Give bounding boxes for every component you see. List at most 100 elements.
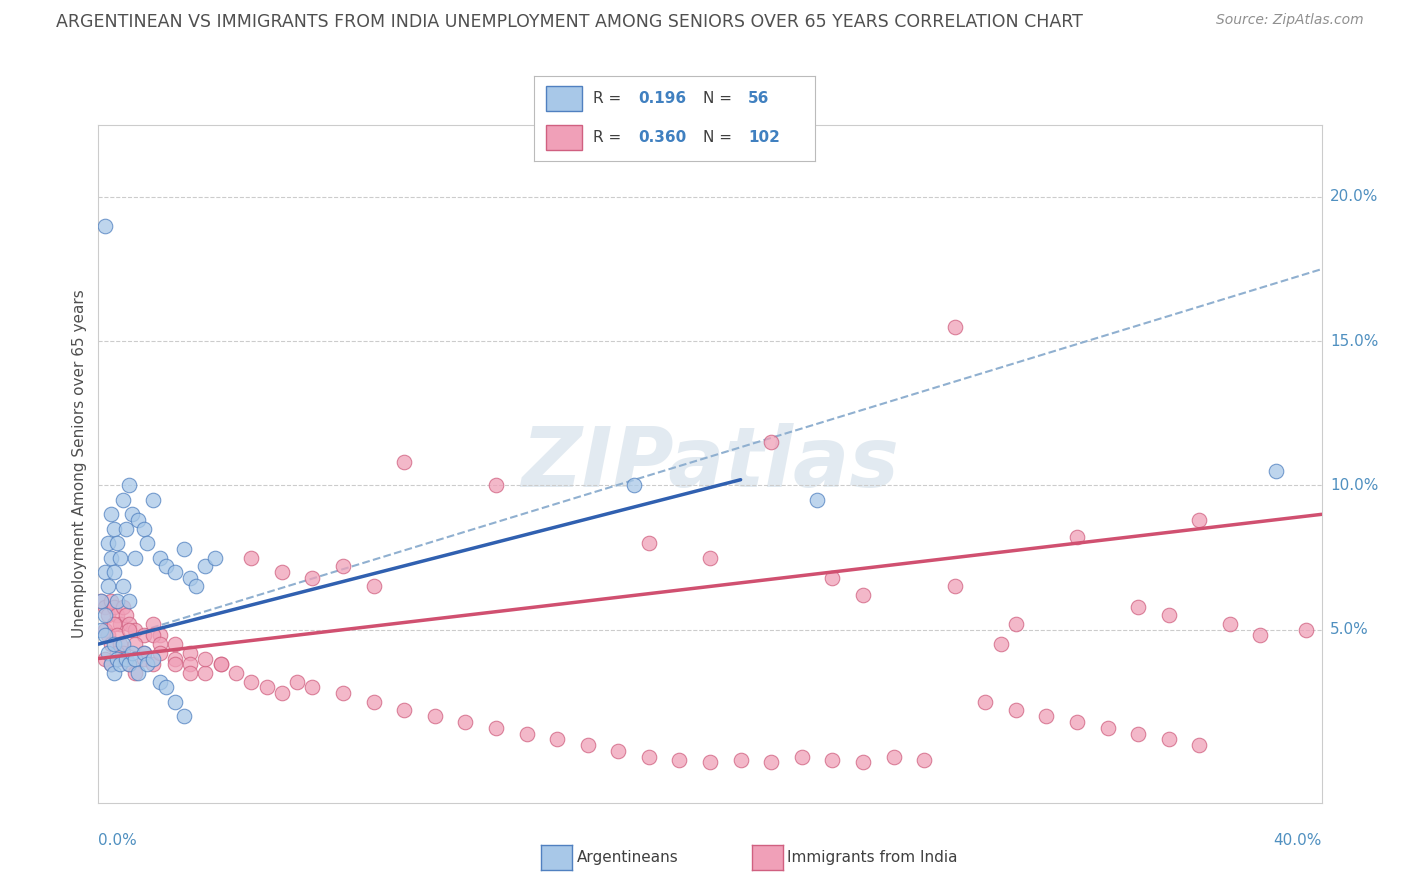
Point [100,550,122,565]
Point [134,646,156,660]
Bar [546,86,582,112]
Point [149,637,172,651]
Point [179,646,201,660]
Text: 5.0%: 5.0% [1330,623,1368,637]
Point [163,695,186,709]
Point [115,608,138,623]
Point [225,665,247,680]
Text: R =: R = [593,91,627,106]
Point [136,536,159,550]
Text: R =: R = [593,130,627,145]
Point [301,571,323,585]
Point [163,657,186,672]
Point [623,478,645,492]
Point [790,749,813,764]
Text: 0.0%: 0.0% [98,833,138,848]
Point [883,749,905,764]
Point [100,637,122,651]
Point [155,559,177,574]
Point [97,579,120,593]
Point [93,608,115,623]
Point [142,651,165,665]
Point [1004,704,1026,718]
Point [516,726,538,740]
Point [637,536,661,550]
Point [93,219,115,233]
Point [108,657,131,672]
Point [256,681,278,695]
Point [149,550,172,565]
Point [943,319,966,334]
Text: Immigrants from India: Immigrants from India [787,850,957,864]
Point [163,651,186,665]
Point [108,550,131,565]
Point [392,704,416,718]
Point [149,628,172,642]
Point [121,508,143,522]
Point [90,623,112,637]
Text: 56: 56 [748,91,769,106]
Point [124,665,146,680]
Point [103,616,125,631]
Point [912,752,935,766]
Point [1188,738,1211,752]
Point [821,752,844,766]
Point [134,646,156,660]
Point [270,686,292,700]
Point [124,623,146,637]
Point [118,478,141,492]
Point [194,665,217,680]
Bar [546,125,582,151]
Point [546,732,568,747]
Point [97,608,120,623]
Point [209,657,232,672]
Point [118,616,141,631]
Point [115,651,138,665]
Y-axis label: Unemployment Among Seniors over 65 years: Unemployment Among Seniors over 65 years [72,290,87,638]
Point [136,657,159,672]
Point [93,628,115,642]
Point [173,541,195,556]
Point [142,657,165,672]
Point [363,579,385,593]
Point [124,651,146,665]
Point [108,616,131,631]
Point [163,565,186,579]
Point [134,651,156,665]
Point [111,492,134,507]
Point [270,565,292,579]
Point [118,623,141,637]
Point [1066,530,1088,544]
Point [332,686,354,700]
Point [111,646,134,660]
Point [332,559,354,574]
Point [179,657,201,672]
Point [118,657,141,672]
Point [124,550,146,565]
Point [576,738,599,752]
Point [1157,608,1180,623]
Point [1295,623,1317,637]
Point [90,594,112,608]
Point [285,674,308,689]
Point [105,628,128,642]
Point [103,522,125,536]
Point [103,637,125,651]
Point [100,657,122,672]
Point [100,508,122,522]
Text: 20.0%: 20.0% [1330,189,1378,204]
Point [105,608,128,623]
Text: Argentineans: Argentineans [576,850,678,864]
Point [179,665,201,680]
Point [301,681,323,695]
Point [115,522,138,536]
Point [1004,616,1026,631]
Point [142,628,165,642]
Point [240,550,263,565]
Text: 0.360: 0.360 [638,130,686,145]
Point [90,594,112,608]
Point [163,637,186,651]
Point [149,674,172,689]
Point [93,651,115,665]
Point [1219,616,1241,631]
